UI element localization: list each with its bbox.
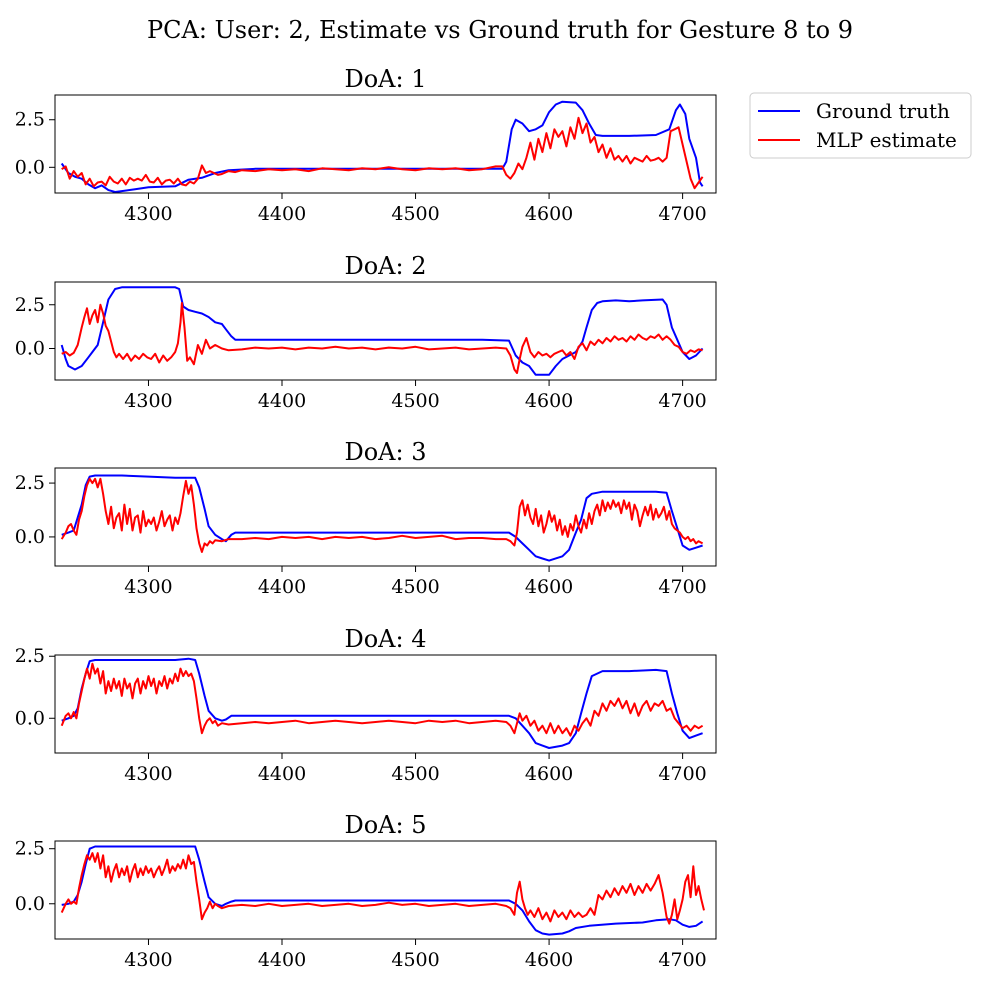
x-tick-label: 4300 bbox=[124, 390, 172, 412]
x-tick-label: 4300 bbox=[124, 949, 172, 971]
x-tick-label: 4600 bbox=[525, 576, 573, 598]
y-tick-label: 0.0 bbox=[15, 338, 45, 360]
subplot-title: DoA: 3 bbox=[344, 438, 426, 466]
y-tick-label: 2.5 bbox=[15, 838, 45, 860]
legend-label-ground-truth: Ground truth bbox=[816, 99, 950, 123]
series-line-ground-truth bbox=[61, 474, 703, 562]
y-tick-label: 2.5 bbox=[15, 109, 45, 131]
axes-frame bbox=[54, 840, 717, 940]
x-tick-label: 4300 bbox=[124, 203, 172, 225]
series-line-mlp-estimate bbox=[60, 477, 704, 553]
x-tick-label: 4600 bbox=[525, 390, 573, 412]
x-tick-label: 4300 bbox=[124, 576, 172, 598]
axes-frame bbox=[54, 281, 717, 381]
legend-label-mlp-estimate: MLP estimate bbox=[816, 128, 957, 152]
x-tick-label: 4700 bbox=[658, 390, 706, 412]
y-tick-label: 0.0 bbox=[15, 707, 45, 729]
x-tick-label: 4400 bbox=[258, 949, 306, 971]
legend: Ground truth MLP estimate bbox=[749, 92, 972, 159]
series-line-ground-truth bbox=[61, 657, 703, 749]
x-tick-label: 4400 bbox=[258, 763, 306, 785]
subplot-title: DoA: 4 bbox=[344, 625, 426, 653]
x-tick-label: 4500 bbox=[391, 763, 439, 785]
x-tick-label: 4500 bbox=[391, 390, 439, 412]
x-tick-label: 4400 bbox=[258, 576, 306, 598]
subplot-title: DoA: 1 bbox=[344, 65, 426, 93]
x-tick-label: 4700 bbox=[658, 576, 706, 598]
subplot-doa-5: DoA: 5 4300 4400 4500 4600 4700 0.0 2.5 bbox=[15, 811, 717, 971]
x-tick-label: 4600 bbox=[525, 949, 573, 971]
series-line-ground-truth bbox=[60, 100, 704, 193]
x-tick-label: 4400 bbox=[258, 203, 306, 225]
axes-frame bbox=[54, 654, 717, 754]
y-tick-label: 2.5 bbox=[15, 294, 45, 316]
y-tick-label: 0.0 bbox=[15, 526, 45, 548]
y-tick-label: 2.5 bbox=[15, 645, 45, 667]
subplot-doa-3: DoA: 3 4300 4400 4500 4600 4700 0.0 2.5 bbox=[15, 438, 717, 598]
x-tick-label: 4700 bbox=[658, 949, 706, 971]
axes-frame bbox=[54, 94, 717, 194]
x-tick-label: 4500 bbox=[391, 949, 439, 971]
series-line-mlp-estimate bbox=[60, 852, 705, 925]
subplot-doa-2: DoA: 2 4300 4400 4500 4600 4700 0.0 2.5 bbox=[15, 252, 717, 412]
series-line-ground-truth bbox=[60, 286, 704, 376]
x-tick-label: 4500 bbox=[391, 203, 439, 225]
x-tick-label: 4500 bbox=[391, 576, 439, 598]
legend-frame bbox=[749, 92, 972, 159]
subplot-doa-1: DoA: 1 4300 4400 4500 4600 4700 0.0 2.5 bbox=[15, 65, 717, 225]
series-line-mlp-estimate bbox=[61, 116, 704, 190]
x-tick-label: 4600 bbox=[525, 763, 573, 785]
x-tick-label: 4700 bbox=[658, 203, 706, 225]
subplots: DoA: 1 4300 4400 4500 4600 4700 0.0 2.5 DoA: 2 43… bbox=[15, 65, 717, 971]
subplot-title: DoA: 5 bbox=[344, 811, 426, 839]
series-line-mlp-estimate bbox=[60, 662, 704, 737]
y-tick-label: 2.5 bbox=[15, 472, 45, 494]
x-tick-label: 4700 bbox=[658, 763, 706, 785]
axes-frame bbox=[54, 467, 717, 567]
series-line-ground-truth bbox=[61, 845, 704, 936]
x-tick-label: 4600 bbox=[525, 203, 573, 225]
y-tick-label: 0.0 bbox=[15, 156, 45, 178]
y-tick-label: 0.0 bbox=[15, 893, 45, 915]
x-tick-label: 4400 bbox=[258, 390, 306, 412]
figure-title: PCA: User: 2, Estimate vs Ground truth f… bbox=[147, 16, 853, 44]
subplot-doa-4: DoA: 4 4300 4400 4500 4600 4700 0.0 2.5 bbox=[15, 625, 717, 785]
series-line-mlp-estimate bbox=[61, 302, 703, 374]
subplot-title: DoA: 2 bbox=[344, 252, 426, 280]
x-tick-label: 4300 bbox=[124, 763, 172, 785]
